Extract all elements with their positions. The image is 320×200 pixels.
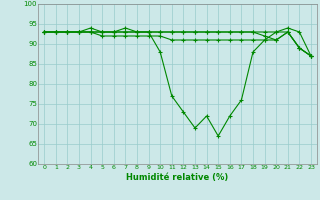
X-axis label: Humidité relative (%): Humidité relative (%) <box>126 173 229 182</box>
